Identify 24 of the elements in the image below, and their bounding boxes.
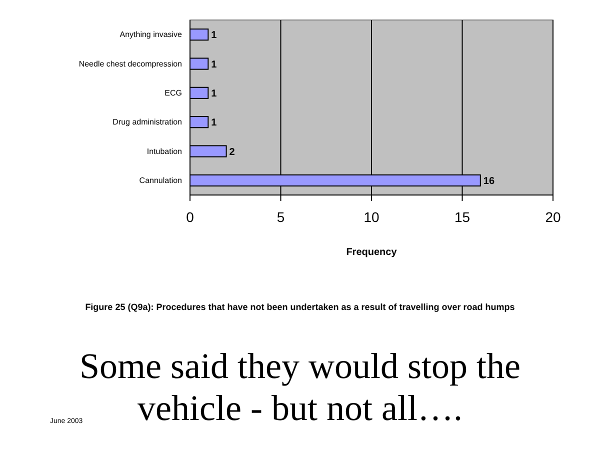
y-tick-label: ECG	[164, 88, 182, 98]
bar	[190, 116, 209, 128]
x-tick-label: 0	[186, 209, 194, 226]
data-label: 16	[483, 176, 495, 187]
y-tick-label: Anything invasive	[120, 30, 183, 40]
x-tick-label: 5	[276, 209, 285, 226]
y-tick-label: Drug administration	[112, 118, 182, 127]
text: Figure 25 (Q9a): Procedures that have not been undertaken as a result of travelling over road humps	[84, 301, 516, 314]
data-label: 1	[211, 118, 218, 129]
data-label: 1	[211, 30, 218, 42]
y-tick-label: Cannulation	[139, 176, 182, 185]
y-tick-label: Needle chest decompression	[78, 59, 182, 68]
x-axis-title: Frequency	[346, 247, 398, 258]
bar	[190, 145, 227, 158]
data-label: 1	[211, 59, 218, 70]
x-tick-label: 20	[545, 209, 561, 226]
bar	[190, 28, 209, 41]
bar	[190, 86, 209, 99]
data-label: 2	[229, 146, 236, 158]
y-tick-label: Intubation	[146, 146, 182, 156]
x-tick-label: 10	[364, 209, 380, 226]
data-label: 1	[211, 88, 218, 100]
x-tick-label: 15	[454, 209, 470, 226]
bar	[190, 58, 209, 70]
